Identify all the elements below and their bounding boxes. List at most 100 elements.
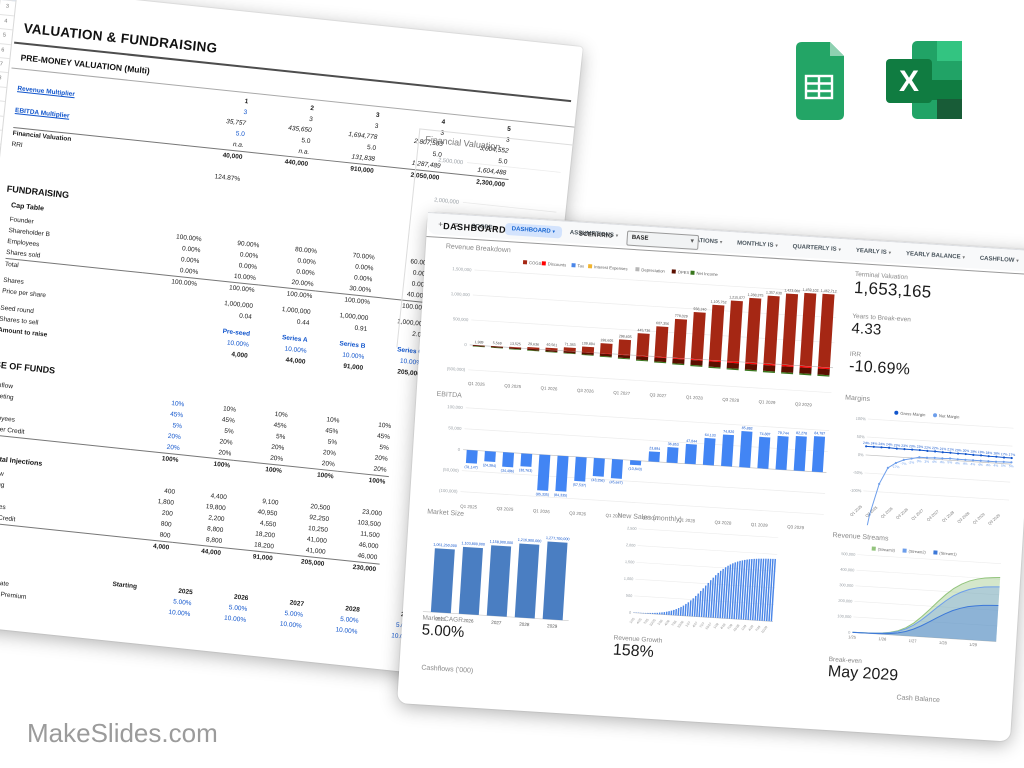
svg-text:Net Income: Net Income <box>696 271 718 277</box>
svg-text:(Stream1): (Stream1) <box>939 550 957 556</box>
svg-text:1,215,077: 1,215,077 <box>729 295 745 300</box>
svg-text:(Stream3): (Stream3) <box>878 547 896 553</box>
svg-text:84,787: 84,787 <box>814 431 825 436</box>
row-number[interactable]: 5 <box>0 28 13 45</box>
svg-text:Q1 2025: Q1 2025 <box>460 504 478 510</box>
svg-text:23%: 23% <box>917 445 924 449</box>
svg-text:2,000: 2,000 <box>626 543 636 548</box>
svg-text:3%: 3% <box>924 460 929 464</box>
svg-text:Q1 2028: Q1 2028 <box>686 395 704 401</box>
svg-text:100,000: 100,000 <box>447 404 463 410</box>
svg-text:(31,147): (31,147) <box>464 465 478 470</box>
sheet-tab-quarterly-is[interactable]: QUARTERLY IS ▾ <box>792 243 842 253</box>
svg-text:17%: 17% <box>1001 452 1008 456</box>
svg-text:85,892: 85,892 <box>742 426 753 431</box>
svg-text:-2%: -2% <box>908 460 914 464</box>
row-number[interactable]: 11 <box>0 114 4 131</box>
svg-text:1,459,102: 1,459,102 <box>802 288 818 293</box>
svg-text:0%: 0% <box>858 452 865 457</box>
market-size-chart: Market Size 1,051,250,000 2025 1,103,800,00… <box>419 509 577 650</box>
svg-text:0: 0 <box>464 342 467 347</box>
kpi-irr: IRR -10.69% <box>849 351 911 380</box>
svg-text:Q3 2029: Q3 2029 <box>787 524 805 530</box>
svg-text:24%: 24% <box>878 442 885 446</box>
svg-text:445,736: 445,736 <box>637 328 650 333</box>
svg-text:47,044: 47,044 <box>686 439 697 444</box>
svg-text:Q1 2025: Q1 2025 <box>468 381 486 387</box>
svg-text:(10,843): (10,843) <box>628 467 642 472</box>
row-number[interactable]: 7 <box>0 57 10 74</box>
svg-text:1/25: 1/25 <box>629 617 636 625</box>
svg-text:Q3 2029: Q3 2029 <box>795 401 813 407</box>
chevron-down-icon: ▾ <box>838 246 842 252</box>
svg-text:Q1 2026: Q1 2026 <box>880 507 894 520</box>
svg-text:82,278: 82,278 <box>796 431 807 436</box>
svg-text:1,216,900,000: 1,216,900,000 <box>518 538 542 543</box>
svg-text:40,561: 40,561 <box>546 343 557 348</box>
svg-text:2028: 2028 <box>519 622 530 628</box>
svg-text:Q1 2028: Q1 2028 <box>941 510 955 523</box>
svg-text:4%: 4% <box>932 460 937 464</box>
sheet-tab-yearly-is[interactable]: YEARLY IS ▾ <box>855 247 892 256</box>
svg-text:Tax: Tax <box>577 263 585 268</box>
svg-text:Q3 2029: Q3 2029 <box>987 513 1001 526</box>
svg-text:10/26: 10/26 <box>676 620 684 629</box>
svg-text:5,569: 5,569 <box>493 341 502 346</box>
svg-text:7/26: 7/26 <box>671 619 678 627</box>
row-number[interactable]: 4 <box>0 14 14 31</box>
svg-text:74,887: 74,887 <box>759 432 770 437</box>
sheet-tab-yearly-balance[interactable]: YEARLY BALANCE ▾ <box>905 250 966 261</box>
svg-text:Q3 2027: Q3 2027 <box>926 509 940 522</box>
svg-text:4/26: 4/26 <box>664 619 671 627</box>
use-of-funds-heading: USE OF FUNDS <box>0 358 56 376</box>
svg-text:7/28: 7/28 <box>726 623 733 631</box>
chevron-down-icon: ▾ <box>1016 257 1019 263</box>
svg-text:Q3 2028: Q3 2028 <box>722 397 740 403</box>
svg-text:Q3 2026: Q3 2026 <box>569 510 587 516</box>
svg-text:74,920: 74,920 <box>723 430 734 435</box>
svg-text:(84,335): (84,335) <box>554 493 568 498</box>
svg-text:Q3 2028: Q3 2028 <box>957 511 971 524</box>
chevron-down-icon: ▾ <box>888 249 892 255</box>
svg-text:(30,763): (30,763) <box>519 468 533 473</box>
watermark: MakeSlides.com <box>27 718 218 748</box>
svg-text:4%: 4% <box>940 460 945 464</box>
cash-balance-chart-title: Cash Balance <box>896 694 941 705</box>
svg-text:22%: 22% <box>924 446 931 450</box>
svg-text:4%: 4% <box>978 463 983 467</box>
svg-text:50,000: 50,000 <box>448 425 462 431</box>
svg-text:-100%: -100% <box>850 488 862 494</box>
sheet-tab-cashflow[interactable]: CASHFLOW ▾ <box>979 255 1019 264</box>
svg-text:300,000: 300,000 <box>839 582 854 588</box>
svg-text:(45,647): (45,647) <box>609 480 623 485</box>
svg-text:Q1 2027: Q1 2027 <box>911 508 925 521</box>
svg-text:0: 0 <box>848 630 851 635</box>
row-number[interactable]: 12 <box>0 129 2 145</box>
svg-text:4%: 4% <box>970 462 975 466</box>
row-number[interactable]: 6 <box>0 43 11 60</box>
svg-text:23%: 23% <box>901 444 908 448</box>
svg-text:4/28: 4/28 <box>719 622 726 630</box>
svg-text:OPEX: OPEX <box>678 270 690 276</box>
chevron-down-icon: ▾ <box>690 238 694 245</box>
stat-market-cagr: Market CAGR 5.00% <box>421 614 465 641</box>
svg-text:Q3 2027: Q3 2027 <box>649 392 667 398</box>
svg-text:2025: 2025 <box>435 616 446 622</box>
svg-text:24%: 24% <box>886 442 893 446</box>
row-number[interactable]: 3 <box>0 0 16 17</box>
stat-break-even: Break-even May 2029 <box>827 656 899 685</box>
row-number[interactable]: 10 <box>0 100 5 117</box>
cashflows-chart-title: Cashflows ('000) <box>421 664 474 675</box>
sheet-tab-monthly-is[interactable]: MONTHLY IS ▾ <box>736 239 778 249</box>
svg-text:29,636: 29,636 <box>528 342 539 347</box>
chevron-down-icon: ▾ <box>775 242 778 248</box>
svg-text:4%: 4% <box>986 463 991 467</box>
svg-text:COGS: COGS <box>529 260 542 266</box>
row-number[interactable]: 8 <box>0 71 8 88</box>
svg-text:1,000,000: 1,000,000 <box>451 291 471 297</box>
row-number[interactable]: 9 <box>0 86 7 103</box>
svg-text:19%: 19% <box>970 449 977 453</box>
svg-text:Q3 2027: Q3 2027 <box>642 515 660 521</box>
svg-text:1/25: 1/25 <box>848 634 857 640</box>
sheet-tab-dashboard[interactable]: DASHBOARD ▾ <box>504 222 563 238</box>
